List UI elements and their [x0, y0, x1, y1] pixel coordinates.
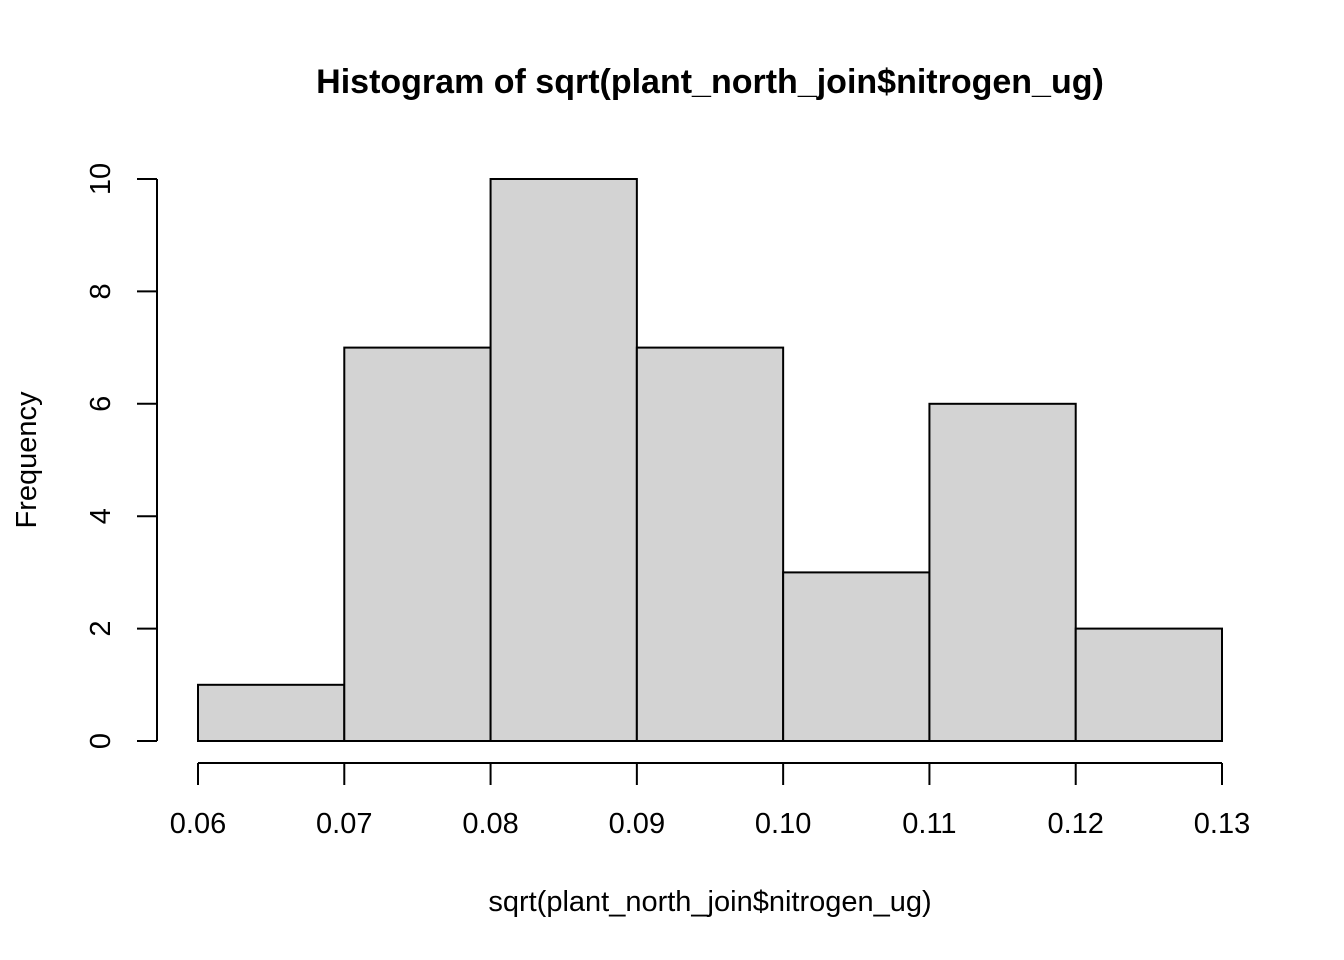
- x-tick-label: 0.12: [1047, 808, 1103, 840]
- x-axis-label: sqrt(plant_north_join$nitrogen_ug): [488, 886, 931, 918]
- y-tick-label: 4: [85, 508, 117, 524]
- x-tick-label: 0.07: [316, 808, 372, 840]
- x-tick-label: 0.09: [609, 808, 665, 840]
- x-tick-label: 0.06: [170, 808, 226, 840]
- y-tick-label: 0: [85, 733, 117, 749]
- y-tick-label: 8: [85, 283, 117, 299]
- x-tick-label: 0.13: [1194, 808, 1250, 840]
- histogram-bar: [489, 178, 638, 742]
- histogram-bar: [782, 571, 931, 743]
- histogram-bar: [928, 402, 1077, 742]
- histogram-bar: [343, 346, 492, 742]
- bars-group: [197, 178, 1223, 743]
- histogram-bar: [1074, 627, 1223, 742]
- x-tick-label: 0.10: [755, 808, 811, 840]
- y-tick-label: 6: [85, 396, 117, 412]
- y-tick-label: 10: [85, 163, 117, 195]
- histogram-bar: [635, 346, 785, 742]
- y-tick-label: 2: [85, 621, 117, 637]
- x-tick-label: 0.08: [462, 808, 518, 840]
- y-axis-label: Frequency: [11, 391, 43, 529]
- histogram-bar: [197, 683, 346, 742]
- y-axis: 0 2 4 6 8 10: [85, 163, 158, 749]
- x-axis: 0.06 0.07 0.08 0.09 0.10 0.11 0.12 0.13: [170, 762, 1250, 840]
- x-tick-label: 0.11: [902, 808, 956, 840]
- chart-title: Histogram of sqrt(plant_north_join$nitro…: [316, 63, 1104, 101]
